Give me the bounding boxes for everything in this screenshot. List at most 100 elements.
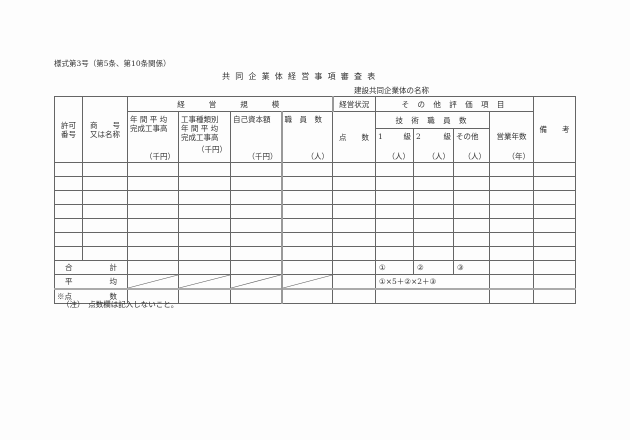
- table-cell: [82, 204, 128, 219]
- header-avg-completed: 年 間 平 均完成工事高 （千円）: [127, 111, 179, 163]
- table-row: [54, 232, 576, 247]
- table-row: [54, 190, 576, 205]
- table-cell: [54, 246, 83, 261]
- table-cell: [533, 190, 576, 205]
- header-trade-name: 商 号又は名称: [82, 96, 128, 163]
- table-cell: [332, 176, 376, 191]
- header-permit-no: 許可 番号: [54, 96, 83, 163]
- points-row: ※点数: [54, 288, 576, 304]
- table-cell: [453, 204, 490, 219]
- cell: [332, 260, 376, 275]
- cell: [332, 288, 376, 304]
- table-cell: [127, 204, 179, 219]
- table-cell: [533, 218, 576, 233]
- table-cell: [332, 162, 376, 177]
- header-grade1: 1 級（人）: [375, 128, 414, 163]
- header-remarks: 備 考: [533, 96, 576, 163]
- cell: [332, 274, 376, 290]
- table-cell: [332, 190, 376, 205]
- table-cell: [533, 204, 576, 219]
- cell: [533, 274, 576, 290]
- table-cell: [489, 162, 534, 177]
- cell: [489, 274, 534, 290]
- table-cell: [230, 246, 282, 261]
- table-cell: [178, 162, 231, 177]
- header-tech-staff: 技 術 職 員 数: [375, 111, 490, 129]
- table-cell: [280, 176, 333, 191]
- table-cell: [489, 246, 534, 261]
- header-other: その他 （人）: [453, 128, 490, 163]
- table-cell: [413, 232, 454, 247]
- table-cell: [533, 246, 576, 261]
- table-cell: [127, 232, 179, 247]
- table-cell: [453, 218, 490, 233]
- table-cell: [280, 162, 333, 177]
- table-cell: [280, 204, 333, 219]
- header-by-type: 工事種類別年 間 平 均完成工事高 （千円）: [178, 111, 231, 163]
- table-cell: [375, 218, 414, 233]
- table-cell: [453, 232, 490, 247]
- table-cell: [230, 232, 282, 247]
- table-cell: [82, 218, 128, 233]
- cell: [280, 260, 333, 275]
- header-management-status: 経営状況: [331, 96, 376, 112]
- cell: [178, 288, 231, 304]
- table-cell: [413, 176, 454, 191]
- table-cell: [54, 218, 83, 233]
- cell: [230, 260, 282, 275]
- table-cell: [375, 204, 414, 219]
- table-cell: [489, 190, 534, 205]
- table-cell: [230, 190, 282, 205]
- table-cell: [280, 232, 333, 247]
- table-row: [54, 162, 576, 177]
- table-cell: [489, 232, 534, 247]
- average-label: 平均: [54, 274, 128, 290]
- diagonal-cell: [230, 274, 282, 290]
- page-title: 共同企業体経営事項審査表: [222, 72, 381, 81]
- table-cell: [332, 218, 376, 233]
- table-cell: [280, 246, 333, 261]
- table-cell: [413, 190, 454, 205]
- table-cell: [178, 232, 231, 247]
- table-cell: [178, 176, 231, 191]
- table-cell: [178, 190, 231, 205]
- cell: [489, 288, 534, 304]
- table-cell: [453, 162, 490, 177]
- table-cell: [178, 218, 231, 233]
- average-formula: ①×5＋②×2＋③: [375, 274, 490, 290]
- table-cell: [453, 176, 490, 191]
- table-cell: [230, 204, 282, 219]
- table-cell: [54, 176, 83, 191]
- table-row: [54, 176, 576, 191]
- table-cell: [54, 190, 83, 205]
- table-cell: [332, 246, 376, 261]
- table-cell: [413, 162, 454, 177]
- table-cell: [82, 176, 128, 191]
- diagonal-cell: [178, 274, 231, 290]
- table-cell: [533, 176, 576, 191]
- table-cell: [127, 218, 179, 233]
- table-cell: [178, 204, 231, 219]
- table-cell: [453, 246, 490, 261]
- table-cell: [533, 232, 576, 247]
- table-cell: [82, 246, 128, 261]
- table-cell: [54, 204, 83, 219]
- header-staff: 職 員 数（人）: [280, 111, 333, 163]
- table-cell: [82, 232, 128, 247]
- header-score: 点 数: [332, 111, 376, 163]
- average-row: 平均 ①×5＋②×2＋③: [54, 274, 576, 290]
- table-cell: [127, 190, 179, 205]
- table-cell: [375, 232, 414, 247]
- table-row: [54, 204, 576, 219]
- cell: [489, 260, 534, 275]
- total-label: 合計: [54, 260, 128, 275]
- table-cell: [489, 218, 534, 233]
- table-cell: [375, 190, 414, 205]
- cell: [178, 260, 231, 275]
- table-cell: [54, 162, 83, 177]
- table-cell: [332, 204, 376, 219]
- total-grade1: ①: [375, 260, 414, 275]
- header-other-items: そ の 他 評 価 項 目: [375, 96, 534, 112]
- table-cell: [413, 204, 454, 219]
- total-other: ③: [453, 260, 490, 275]
